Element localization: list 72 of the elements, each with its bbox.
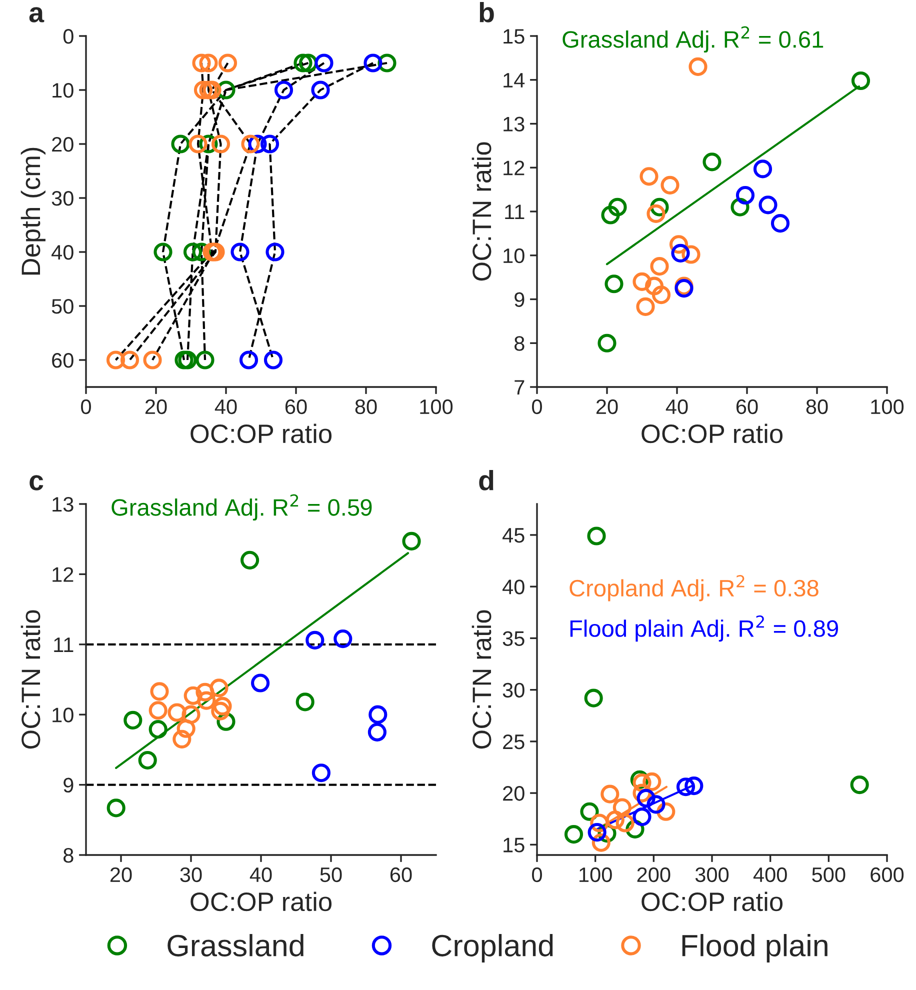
y-tick-label: 20 [52, 137, 74, 152]
y-tick-label: 40 [502, 580, 524, 594]
text: Grassland Adj. R$^{2}$ = 0.59 [112, 494, 372, 520]
x-tick-label: 0 [532, 867, 542, 882]
x-tick-label: 50 [320, 867, 342, 882]
y-tick-label: 30 [52, 191, 74, 206]
y-axis-title: OC:TN ratio [472, 142, 492, 281]
legend-label: Cropland [432, 934, 553, 962]
x-axis-title: OC:OP ratio [642, 892, 783, 912]
x-tick-label: 100 [871, 399, 904, 414]
x-tick-label: 80 [355, 399, 377, 414]
y-tick-label: 10 [52, 83, 74, 98]
x-tick-label: 40 [666, 399, 688, 414]
y-tick-label: 11 [505, 204, 524, 220]
y-tick-label: 30 [502, 682, 524, 698]
y-tick-label: 25 [503, 734, 524, 750]
x-tick-label: 20 [596, 399, 618, 414]
x-tick-label: 60 [390, 867, 412, 882]
x-tick-label: 0 [81, 399, 91, 414]
y-axis-title: OC:TN ratio [20, 610, 40, 749]
y-tick-label: 20 [503, 786, 524, 801]
chart-title: a [29, 7, 44, 22]
x-tick-label: 40 [250, 867, 272, 882]
x-tick-label: 60 [285, 399, 307, 414]
x-tick-label: 60 [736, 399, 758, 414]
x-tick-label: 20 [145, 399, 167, 414]
y-tick-label: 13 [504, 116, 524, 132]
text: Grassland Adj. R$^{2}$ = 0.61 [562, 26, 824, 52]
y-tick-label: 8 [64, 848, 74, 863]
y-tick-label: 10 [52, 708, 74, 722]
x-axis-title: OC:OP ratio [190, 424, 332, 444]
chart-title: c [30, 475, 44, 490]
y-tick-label: 13 [52, 497, 74, 512]
x-tick-label: 100 [580, 867, 612, 882]
chart-title: d [479, 470, 494, 490]
y-tick-label: 12 [52, 567, 74, 582]
y-tick-label: 35 [502, 631, 524, 646]
y-tick-label: 40 [52, 245, 74, 260]
y-tick-label: 45 [502, 528, 524, 543]
text: Flood plain Adj. R$^{2}$ = 0.89 [570, 615, 838, 642]
x-tick-label: 100 [420, 399, 453, 414]
y-tick-label: 10 [504, 248, 524, 264]
legend-label: Grassland [168, 934, 304, 956]
x-tick-label: 300 [695, 867, 729, 882]
y-tick-label: 60 [52, 353, 74, 368]
x-axis-title: OC:OP ratio [642, 424, 783, 444]
x-tick-label: 500 [812, 867, 846, 882]
x-tick-label: 30 [180, 867, 202, 882]
y-tick-label: 50 [52, 299, 74, 314]
text: Cropland Adj. R$^{2}$ = 0.38 [570, 575, 818, 602]
y-tick-label: 15 [504, 838, 524, 852]
y-tick-label: 15 [504, 29, 524, 44]
y-tick-label: 11 [54, 638, 74, 652]
x-tick-label: 40 [214, 399, 237, 414]
x-tick-label: 200 [637, 867, 670, 882]
x-tick-label: 0 [532, 399, 542, 414]
x-tick-label: 80 [806, 399, 828, 414]
y-tick-label: 14 [504, 73, 525, 88]
x-axis-title: OC:OP ratio [190, 892, 332, 912]
y-tick-label: 12 [504, 160, 524, 176]
y-tick-label: 0 [63, 29, 74, 44]
y-tick-label: 9 [514, 292, 524, 308]
y-axis-title: OC:TN ratio [472, 610, 492, 749]
legend-label: Flood plain [682, 934, 828, 962]
x-tick-label: 600 [870, 867, 904, 882]
x-tick-label: 20 [110, 867, 132, 882]
y-axis-title: Depth (cm) [20, 148, 46, 275]
chart-title: b [480, 2, 494, 22]
x-tick-label: 400 [753, 867, 787, 882]
y-tick-label: 8 [514, 336, 524, 351]
y-tick-label: 9 [64, 778, 74, 793]
y-tick-label: 7 [514, 380, 524, 395]
